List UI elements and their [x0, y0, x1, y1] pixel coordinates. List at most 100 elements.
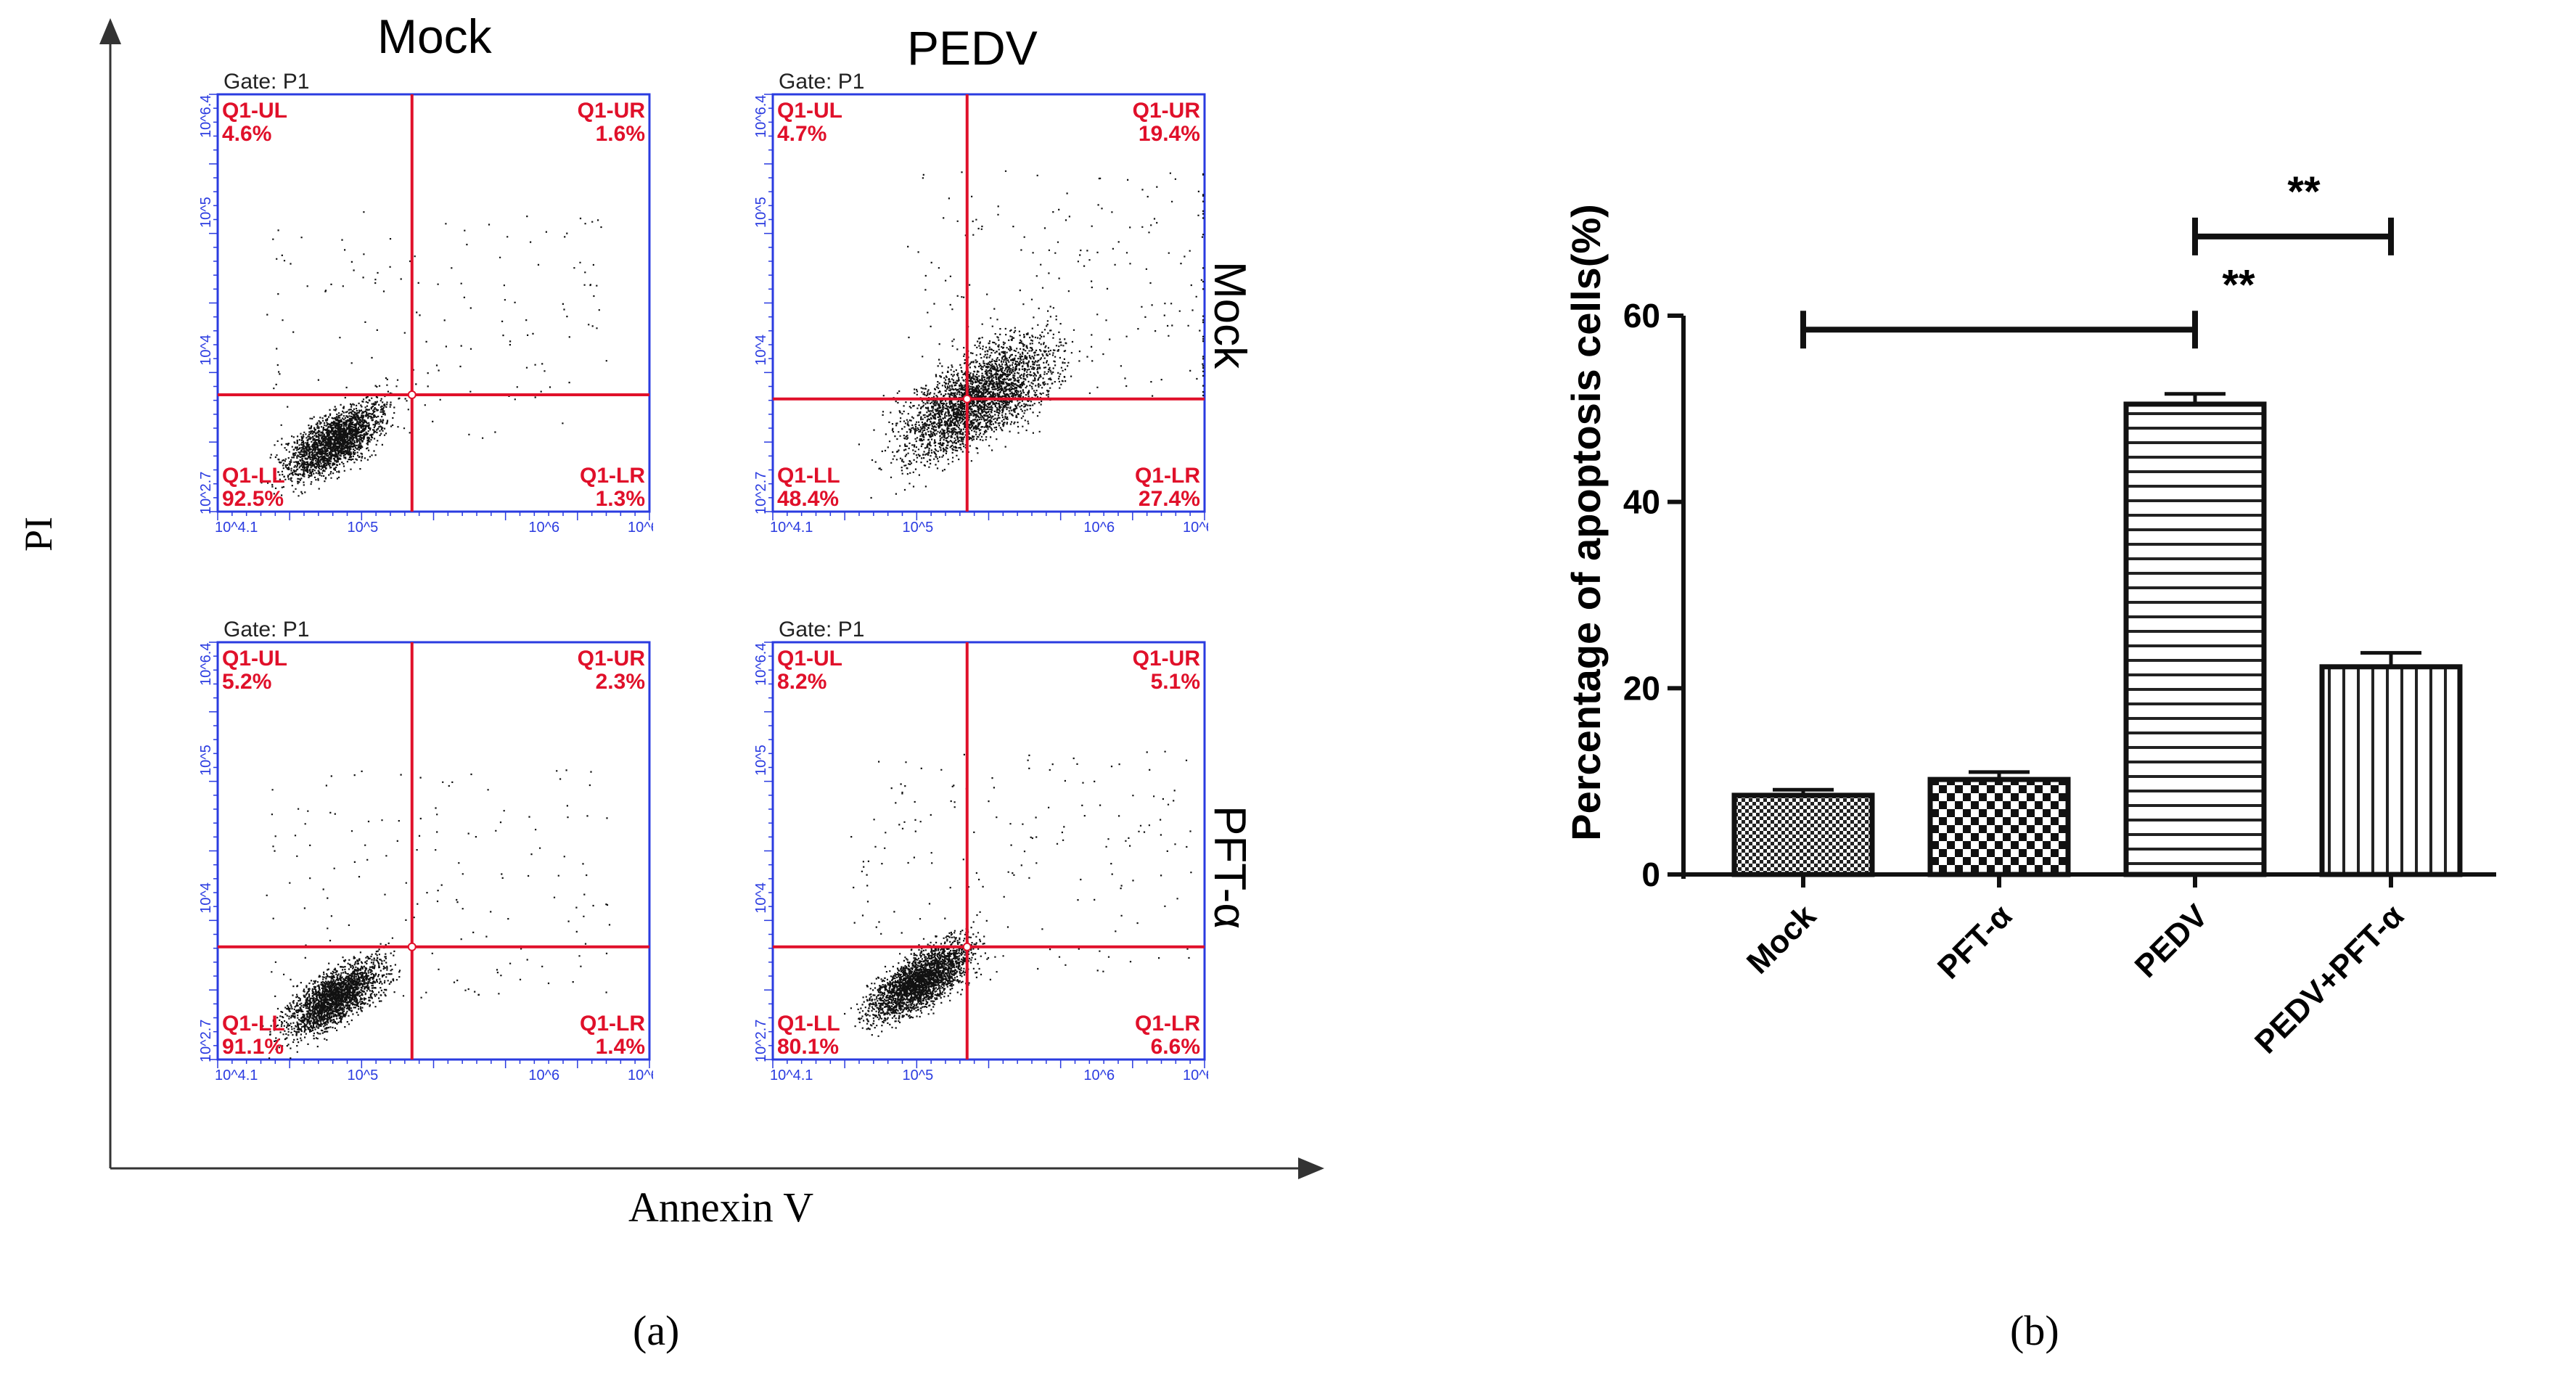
- quadrant-ll-label: Q1-LL: [777, 1012, 840, 1036]
- quadrant-ll-value: 92.5%: [222, 487, 284, 511]
- y-tick-2: 10^5: [753, 745, 769, 776]
- quadrant-lr-value: 1.4%: [596, 1035, 645, 1059]
- quadrant-ur-value: 1.6%: [596, 122, 645, 146]
- bar-chart: 0 20 40 60 Percentage of apoptosis cells(%) M…: [1563, 168, 2496, 1060]
- y-tick-min: 10^2.7: [198, 472, 214, 515]
- y-tick-label: 60: [1623, 297, 1660, 335]
- row-title-pft-alpha: PFT-α: [1205, 806, 1255, 930]
- x-tick-max: 10^6.7: [628, 520, 653, 536]
- gate-label: Gate: P1: [779, 70, 864, 94]
- quadrant-ur-label: Q1-UR: [1133, 99, 1201, 123]
- quadrant-lr-value: 1.3%: [596, 487, 645, 511]
- quadrant-ur-label: Q1-UR: [1133, 647, 1201, 671]
- x-tick-2: 10^6: [1083, 1067, 1115, 1083]
- gate-label: Gate: P1: [223, 70, 309, 94]
- y-tick-1: 10^4: [198, 882, 214, 914]
- quadrant-ll-label: Q1-LL: [222, 464, 285, 488]
- panel-a-axes: [99, 18, 1324, 1179]
- bar: [1731, 792, 1875, 877]
- x-tick-label: PEDV: [2128, 898, 2215, 985]
- quadrant-ur-value: 5.1%: [1151, 670, 1200, 694]
- flow-plot-svg: 10^4.1 10^5 10^6 10^6.7 10^2.7 10^4 10^5 10^6.4…: [198, 618, 670, 1083]
- flow-plot-pftalpha-mock: 10^4.1 10^5 10^6 10^6.7 10^2.7 10^4 10^5 10^6.4…: [174, 613, 670, 1085]
- bar: [2123, 401, 2267, 877]
- quadrant-ul-value: 4.6%: [222, 122, 271, 146]
- quadrant-lr-value: 27.4%: [1139, 487, 1200, 511]
- y-tick-max: 10^6.4: [198, 95, 214, 138]
- quadrant-ul-value: 4.7%: [777, 122, 826, 146]
- quadrant-ul-value: 8.2%: [777, 670, 826, 694]
- y-tick-2: 10^5: [198, 745, 214, 776]
- quadrant-center: [962, 942, 972, 951]
- x-tick-min: 10^4.1: [770, 520, 813, 536]
- x-tick-1: 10^5: [348, 1067, 379, 1083]
- quadrant-lr-label: Q1-LR: [580, 464, 645, 488]
- quadrant-lr-label: Q1-LR: [580, 1012, 645, 1036]
- quadrant-lr-value: 6.6%: [1151, 1035, 1200, 1059]
- bar: [2319, 664, 2463, 877]
- quadrant-center: [407, 390, 417, 399]
- x-tick-1: 10^5: [903, 1067, 934, 1083]
- significance-label: **: [2287, 168, 2321, 216]
- y-tick-max: 10^6.4: [198, 643, 214, 686]
- column-title-pedv: PEDV: [907, 21, 1038, 75]
- y-tick-1: 10^4: [753, 882, 769, 914]
- quadrant-ur-value: 2.3%: [596, 670, 645, 694]
- flow-plot-svg: 10^4.1 10^5 10^6 10^6.7 10^2.7 10^4 10^5 10^6.4…: [753, 70, 1226, 536]
- x-tick-min: 10^4.1: [215, 520, 258, 536]
- y-tick-2: 10^5: [753, 197, 769, 228]
- plot-frame: [216, 641, 651, 1061]
- quadrant-ll-label: Q1-LL: [777, 464, 840, 488]
- y-tick-label: 40: [1623, 483, 1660, 521]
- flow-plot-mock-mock: 10^4.1 10^5 10^6 10^6.7 10^2.7 10^4 10^5 10^6.4…: [174, 65, 670, 537]
- x-tick-1: 10^5: [348, 520, 379, 536]
- bar-y-axis-label: Percentage of apoptosis cells(%): [1563, 204, 1609, 841]
- quadrant-ul-label: Q1-UL: [777, 99, 842, 123]
- quadrant-ur-label: Q1-UR: [578, 99, 646, 123]
- column-title-mock: Mock: [377, 9, 492, 63]
- x-tick-max: 10^6.7: [1183, 520, 1208, 536]
- quadrant-center: [962, 394, 972, 403]
- gate-label: Gate: P1: [779, 618, 864, 642]
- x-tick-max: 10^6.7: [1183, 1067, 1208, 1083]
- x-tick-2: 10^6: [528, 1067, 559, 1083]
- quadrant-center: [407, 942, 417, 951]
- quadrant-ur-value: 19.4%: [1139, 122, 1200, 146]
- panel-a-y-axis-label: PI: [17, 516, 60, 552]
- y-tick-min: 10^2.7: [753, 472, 769, 515]
- quadrant-lr-label: Q1-LR: [1135, 464, 1200, 488]
- y-tick-label: 0: [1641, 856, 1660, 893]
- event-dots: [858, 170, 1205, 499]
- flow-plot-svg: 10^4.1 10^5 10^6 10^6.7 10^2.7 10^4 10^5 10^6.4…: [198, 70, 670, 536]
- x-tick-label: Mock: [1740, 898, 1824, 981]
- quadrant-ll-value: 48.4%: [777, 487, 839, 511]
- flow-plot-mock-pedv: 10^4.1 10^5 10^6 10^6.7 10^2.7 10^4 10^5 10^6.4…: [729, 65, 1226, 537]
- event-dots: [261, 211, 607, 497]
- quadrant-ll-value: 91.1%: [222, 1035, 284, 1059]
- panel-a-x-axis-label: Annexin V: [628, 1184, 814, 1231]
- y-tick-1: 10^4: [753, 335, 769, 366]
- quadrant-ul-label: Q1-UL: [222, 99, 287, 123]
- plot-frame: [771, 93, 1206, 513]
- y-tick-max: 10^6.4: [753, 95, 769, 138]
- quadrant-lr-label: Q1-LR: [1135, 1012, 1200, 1036]
- flow-plot-svg: 10^4.1 10^5 10^6 10^6.7 10^2.7 10^4 10^5 10^6.4…: [753, 618, 1226, 1083]
- quadrant-ul-value: 5.2%: [222, 670, 271, 694]
- event-dots: [844, 750, 1192, 1037]
- plot-frame: [216, 93, 651, 513]
- y-tick-label: 20: [1623, 669, 1660, 707]
- x-tick-min: 10^4.1: [215, 1067, 258, 1083]
- quadrant-ll-label: Q1-LL: [222, 1012, 285, 1036]
- y-tick-max: 10^6.4: [753, 643, 769, 686]
- event-dots: [262, 769, 611, 1060]
- quadrant-ur-label: Q1-UR: [578, 647, 646, 671]
- y-tick-1: 10^4: [198, 335, 214, 366]
- y-tick-2: 10^5: [198, 197, 214, 228]
- x-tick-1: 10^5: [903, 520, 934, 536]
- x-tick-min: 10^4.1: [770, 1067, 813, 1083]
- y-tick-min: 10^2.7: [198, 1020, 214, 1062]
- flow-plot-pftalpha-pedv: 10^4.1 10^5 10^6 10^6.7 10^2.7 10^4 10^5 10^6.4…: [729, 613, 1226, 1085]
- y-tick-min: 10^2.7: [753, 1020, 769, 1062]
- significance-label: **: [2222, 261, 2255, 308]
